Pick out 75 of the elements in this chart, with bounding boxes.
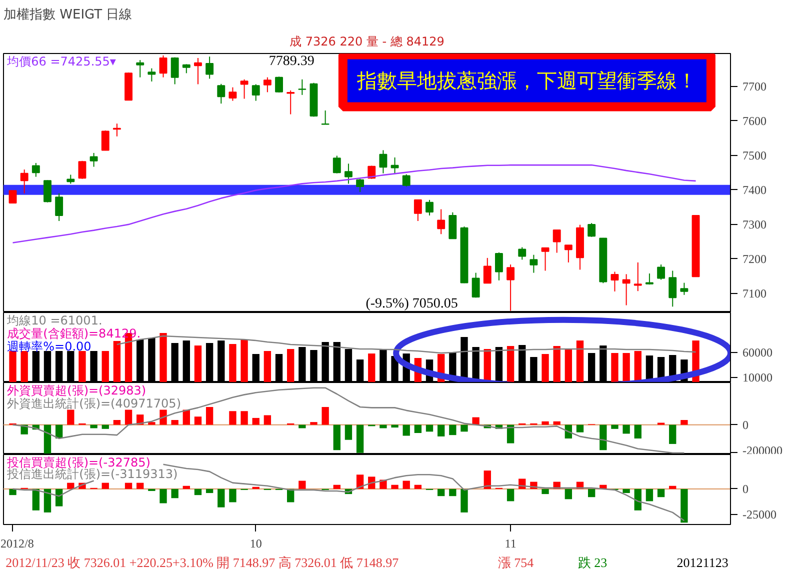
candlestick xyxy=(657,264,666,280)
candlestick xyxy=(332,155,341,174)
annotation: 7789.39 xyxy=(268,54,314,69)
candlestick xyxy=(390,156,399,175)
candlestick xyxy=(622,274,630,306)
text: 2012/11/23 收 7326.01 +220.25+3.10% 開 7148.97 高 7326.01 低 7148.97 xyxy=(6,555,400,570)
candlestick xyxy=(379,150,388,174)
y-tick-label: 7200 xyxy=(742,252,766,266)
candlestick xyxy=(159,54,168,78)
y-tick-label: 7500 xyxy=(742,148,766,162)
text: 20121123 xyxy=(676,555,728,570)
text: 均價66 =7425.55▾ xyxy=(6,54,116,68)
candlestick xyxy=(344,163,352,184)
candlestick xyxy=(112,123,121,137)
series-label: 均線10 =61001. xyxy=(6,314,102,328)
candlestick xyxy=(414,199,422,222)
chart-subtitle: 成 7326 220 量 - 總 84129 xyxy=(290,34,444,48)
candlestick xyxy=(356,178,364,192)
candlestick xyxy=(298,78,306,96)
series-label: 成交量(含鉅額)=84129. xyxy=(7,326,141,340)
y-tick-label: 7400 xyxy=(742,182,766,197)
candlestick xyxy=(263,76,272,93)
candlestick xyxy=(634,262,642,292)
candlestick xyxy=(610,271,619,292)
candlestick xyxy=(206,56,214,80)
candlestick xyxy=(530,254,538,274)
candlestick xyxy=(448,212,457,240)
candlestick xyxy=(541,247,550,272)
x-tick-label: 2012/8 xyxy=(0,536,34,550)
y-tick-label: 60000 xyxy=(742,346,772,360)
text: 漲 754 xyxy=(498,555,534,570)
series-label: 外資買賣超(張)=(32983) xyxy=(7,384,146,398)
y-tick-label: 0 xyxy=(742,482,748,496)
candlestick xyxy=(680,282,688,296)
annotation: (-9.5%) 7050.05 xyxy=(366,296,458,312)
candlestick xyxy=(252,84,260,102)
candlestick xyxy=(228,86,237,102)
candlestick xyxy=(506,264,515,312)
annotation: 指數旱地拔蔥強漲，下週可望衝季線！ xyxy=(356,68,697,93)
candlestick xyxy=(194,57,202,85)
candlestick xyxy=(90,152,98,168)
candlestick xyxy=(552,229,561,254)
candlestick xyxy=(321,110,330,125)
y-tick-label: 10000 xyxy=(742,370,772,384)
series-label: 外資進出統計(張)=(40971705) xyxy=(7,396,181,410)
candlestick xyxy=(20,169,28,194)
candlestick xyxy=(170,56,179,85)
chart-title: 加權指數 WEIGT 日線 xyxy=(4,8,132,22)
candlestick xyxy=(472,272,480,298)
candlestick xyxy=(148,68,156,82)
y-tick-label: 7700 xyxy=(742,79,766,94)
candlestick xyxy=(217,83,226,104)
candlestick xyxy=(426,199,434,216)
y-tick-label: 7300 xyxy=(742,217,766,232)
x-tick-label: 11 xyxy=(504,536,516,550)
x-tick-label: 10 xyxy=(250,536,262,550)
y-tick-label: 0 xyxy=(742,418,748,432)
candlestick xyxy=(483,257,492,284)
y-tick-label: 7100 xyxy=(742,286,766,301)
series-label: 投信買賣超(張)=(-32785) xyxy=(6,455,150,470)
candlestick xyxy=(32,162,40,178)
candlestick xyxy=(437,208,446,235)
candlestick xyxy=(564,244,572,263)
candlestick xyxy=(136,60,144,78)
text: 跌 23 xyxy=(578,555,608,570)
candlestick xyxy=(55,192,64,222)
series-label: 投信進出統計(張)=(-3119313) xyxy=(6,467,178,482)
y-tick-label: 7600 xyxy=(742,114,766,128)
candlestick xyxy=(286,90,295,115)
candlestick xyxy=(495,252,503,281)
y-tick-label: -25000 xyxy=(742,507,776,522)
candlestick xyxy=(668,270,677,308)
candlestick xyxy=(518,246,526,260)
annotation: 週轉率%=0.00 xyxy=(7,340,92,354)
candlestick xyxy=(240,78,248,100)
